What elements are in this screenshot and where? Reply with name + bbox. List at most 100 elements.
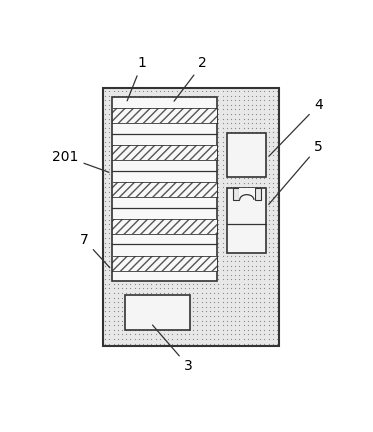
Point [224,120,230,127]
Point [157,271,163,278]
Point [157,115,163,122]
Point [224,161,230,168]
Point [228,212,234,219]
Point [178,124,184,131]
Point [190,166,196,173]
Point [274,248,280,255]
Point [253,280,259,287]
Point [128,248,134,255]
Point [253,120,259,127]
Point [107,285,113,292]
Point [249,193,255,200]
Point [153,285,159,292]
Point [245,317,251,324]
Point [241,138,247,145]
Point [232,322,238,329]
Point [266,166,272,173]
Point [161,226,167,232]
Point [257,267,263,273]
Point [144,115,150,122]
Point [199,313,205,320]
Point [274,147,280,154]
Point [123,97,129,104]
Point [215,115,221,122]
Point [232,267,238,273]
Point [207,216,213,223]
Point [190,294,196,301]
Point [132,102,138,108]
Point [173,102,179,108]
Point [115,221,121,228]
Point [274,226,280,232]
Point [249,253,255,260]
Point [173,244,179,251]
Point [228,216,234,223]
Point [270,124,276,131]
Point [270,184,276,191]
Point [253,212,259,219]
Point [199,97,205,104]
Point [102,317,108,324]
Point [107,156,113,163]
Point [266,207,272,214]
Point [245,235,251,241]
Point [123,124,129,131]
Point [136,106,142,113]
Point [236,257,242,264]
Point [157,129,163,136]
Point [128,111,134,118]
Point [136,276,142,283]
Point [169,322,175,329]
Point [111,221,117,228]
Point [144,102,150,108]
Point [123,230,129,237]
Point [261,124,267,131]
Point [270,115,276,122]
Point [220,239,226,246]
Point [182,143,188,149]
Point [115,193,121,200]
Point [220,102,226,108]
Point [173,198,179,205]
Point [215,317,221,324]
Point [136,184,142,191]
Point [261,166,267,173]
Point [194,285,200,292]
Point [249,170,255,177]
Point [241,235,247,241]
Point [115,120,121,127]
Point [270,308,276,315]
Point [257,88,263,95]
Point [245,106,251,113]
Point [186,308,192,315]
Point [140,198,146,205]
Point [249,88,255,95]
Point [232,276,238,283]
Point [161,92,167,99]
Point [111,239,117,246]
Point [249,267,255,273]
Point [241,230,247,237]
Point [274,276,280,283]
Point [245,97,251,104]
Point [236,97,242,104]
Point [220,276,226,283]
Point [199,267,205,273]
Point [132,124,138,131]
Point [274,179,280,186]
Point [148,129,154,136]
Point [153,253,159,260]
Point [220,317,226,324]
Point [224,235,230,241]
Point [266,92,272,99]
Point [136,248,142,255]
Point [169,102,175,108]
Point [211,129,217,136]
Point [194,193,200,200]
Point [207,322,213,329]
Point [215,147,221,154]
Point [144,143,150,149]
Point [173,276,179,283]
Point [245,280,251,287]
Point [144,285,150,292]
